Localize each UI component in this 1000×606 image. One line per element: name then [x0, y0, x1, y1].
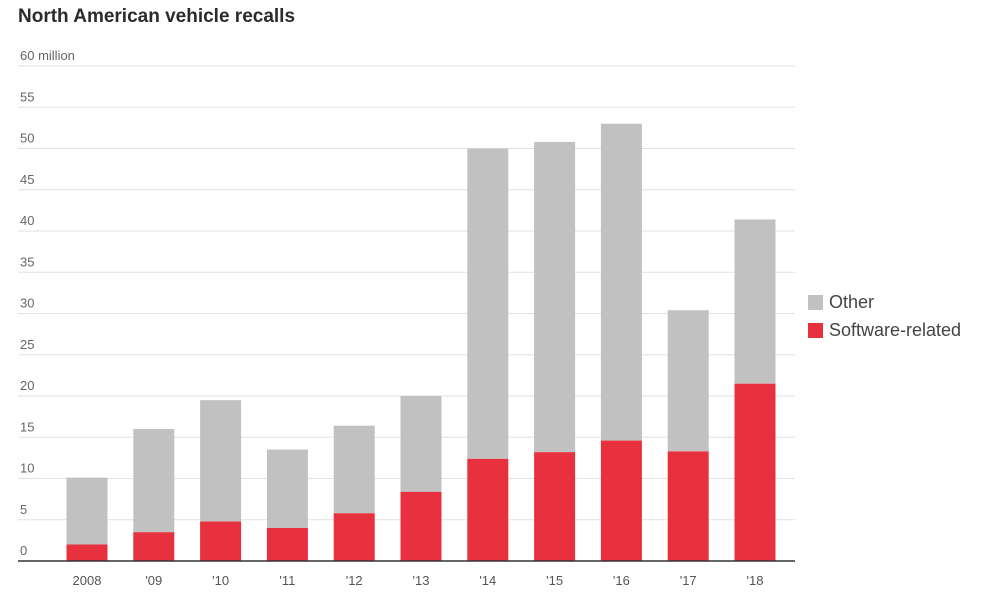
- bar-software-related-6: [467, 458, 509, 561]
- bar-other-9: [667, 310, 709, 452]
- bars: [66, 123, 776, 561]
- bar-other-10: [734, 219, 776, 384]
- x-tick-label: '12: [346, 573, 363, 588]
- bar-software-related-7: [534, 452, 576, 561]
- y-tick-label: 30: [20, 296, 34, 311]
- x-tick-label: '18: [747, 573, 764, 588]
- bar-software-related-10: [734, 383, 776, 561]
- bar-software-related-0: [66, 544, 108, 561]
- y-tick-label: 15: [20, 419, 34, 434]
- legend-item-software-related: Software-related: [808, 316, 961, 344]
- bar-other-0: [66, 477, 108, 545]
- legend-label-other: Other: [829, 291, 875, 312]
- y-tick-label: 25: [20, 337, 34, 352]
- bar-software-related-8: [600, 440, 642, 561]
- y-tick-label: 50: [20, 131, 34, 146]
- y-tick-label: 55: [20, 89, 34, 104]
- x-tick-label: '10: [212, 573, 229, 588]
- bar-other-8: [600, 123, 642, 441]
- y-tick-label: 40: [20, 213, 34, 228]
- x-axis-labels: 2008 '09 '10 '11 '12 '13 '14 '15 '16 '17 '18: [73, 573, 764, 588]
- y-tick-label: 10: [20, 461, 34, 476]
- bar-other-5: [400, 396, 442, 492]
- x-tick-label: 2008: [73, 573, 102, 588]
- y-tick-label: 5: [20, 502, 27, 517]
- bar-software-related-4: [333, 513, 375, 561]
- y-tick-label: 60 million: [20, 48, 75, 63]
- x-tick-label: '15: [546, 573, 563, 588]
- x-tick-label: '09: [145, 573, 162, 588]
- y-axis-labels: 0 5 10 15 20 25 30 35 40 45 50 55 60 million: [20, 48, 75, 558]
- x-tick-label: '13: [413, 573, 430, 588]
- x-tick-label: '14: [479, 573, 496, 588]
- legend-swatch-other: [808, 294, 823, 310]
- bar-other-1: [133, 429, 175, 533]
- bar-software-related-1: [133, 532, 175, 561]
- y-tick-label: 45: [20, 172, 34, 187]
- bar-other-4: [333, 425, 375, 514]
- bar-other-2: [200, 400, 242, 522]
- bar-software-related-3: [266, 528, 308, 561]
- legend-label-software-related: Software-related: [829, 319, 962, 340]
- legend-item-other: Other: [808, 288, 961, 316]
- y-tick-label: 0: [20, 543, 27, 558]
- chart-title: North American vehicle recalls: [18, 6, 296, 27]
- legend: Other Software-related: [808, 288, 961, 344]
- y-tick-label: 35: [20, 254, 34, 269]
- bar-other-3: [266, 449, 308, 528]
- x-tick-label: '16: [613, 573, 630, 588]
- legend-swatch-software-related: [808, 322, 823, 338]
- bar-software-related-2: [200, 521, 242, 561]
- bar-other-6: [467, 148, 509, 459]
- bar-software-related-5: [400, 491, 442, 561]
- bar-other-7: [534, 141, 576, 453]
- y-tick-label: 20: [20, 378, 34, 393]
- bar-software-related-9: [667, 451, 709, 561]
- x-tick-label: '17: [680, 573, 697, 588]
- x-tick-label: '11: [279, 573, 295, 588]
